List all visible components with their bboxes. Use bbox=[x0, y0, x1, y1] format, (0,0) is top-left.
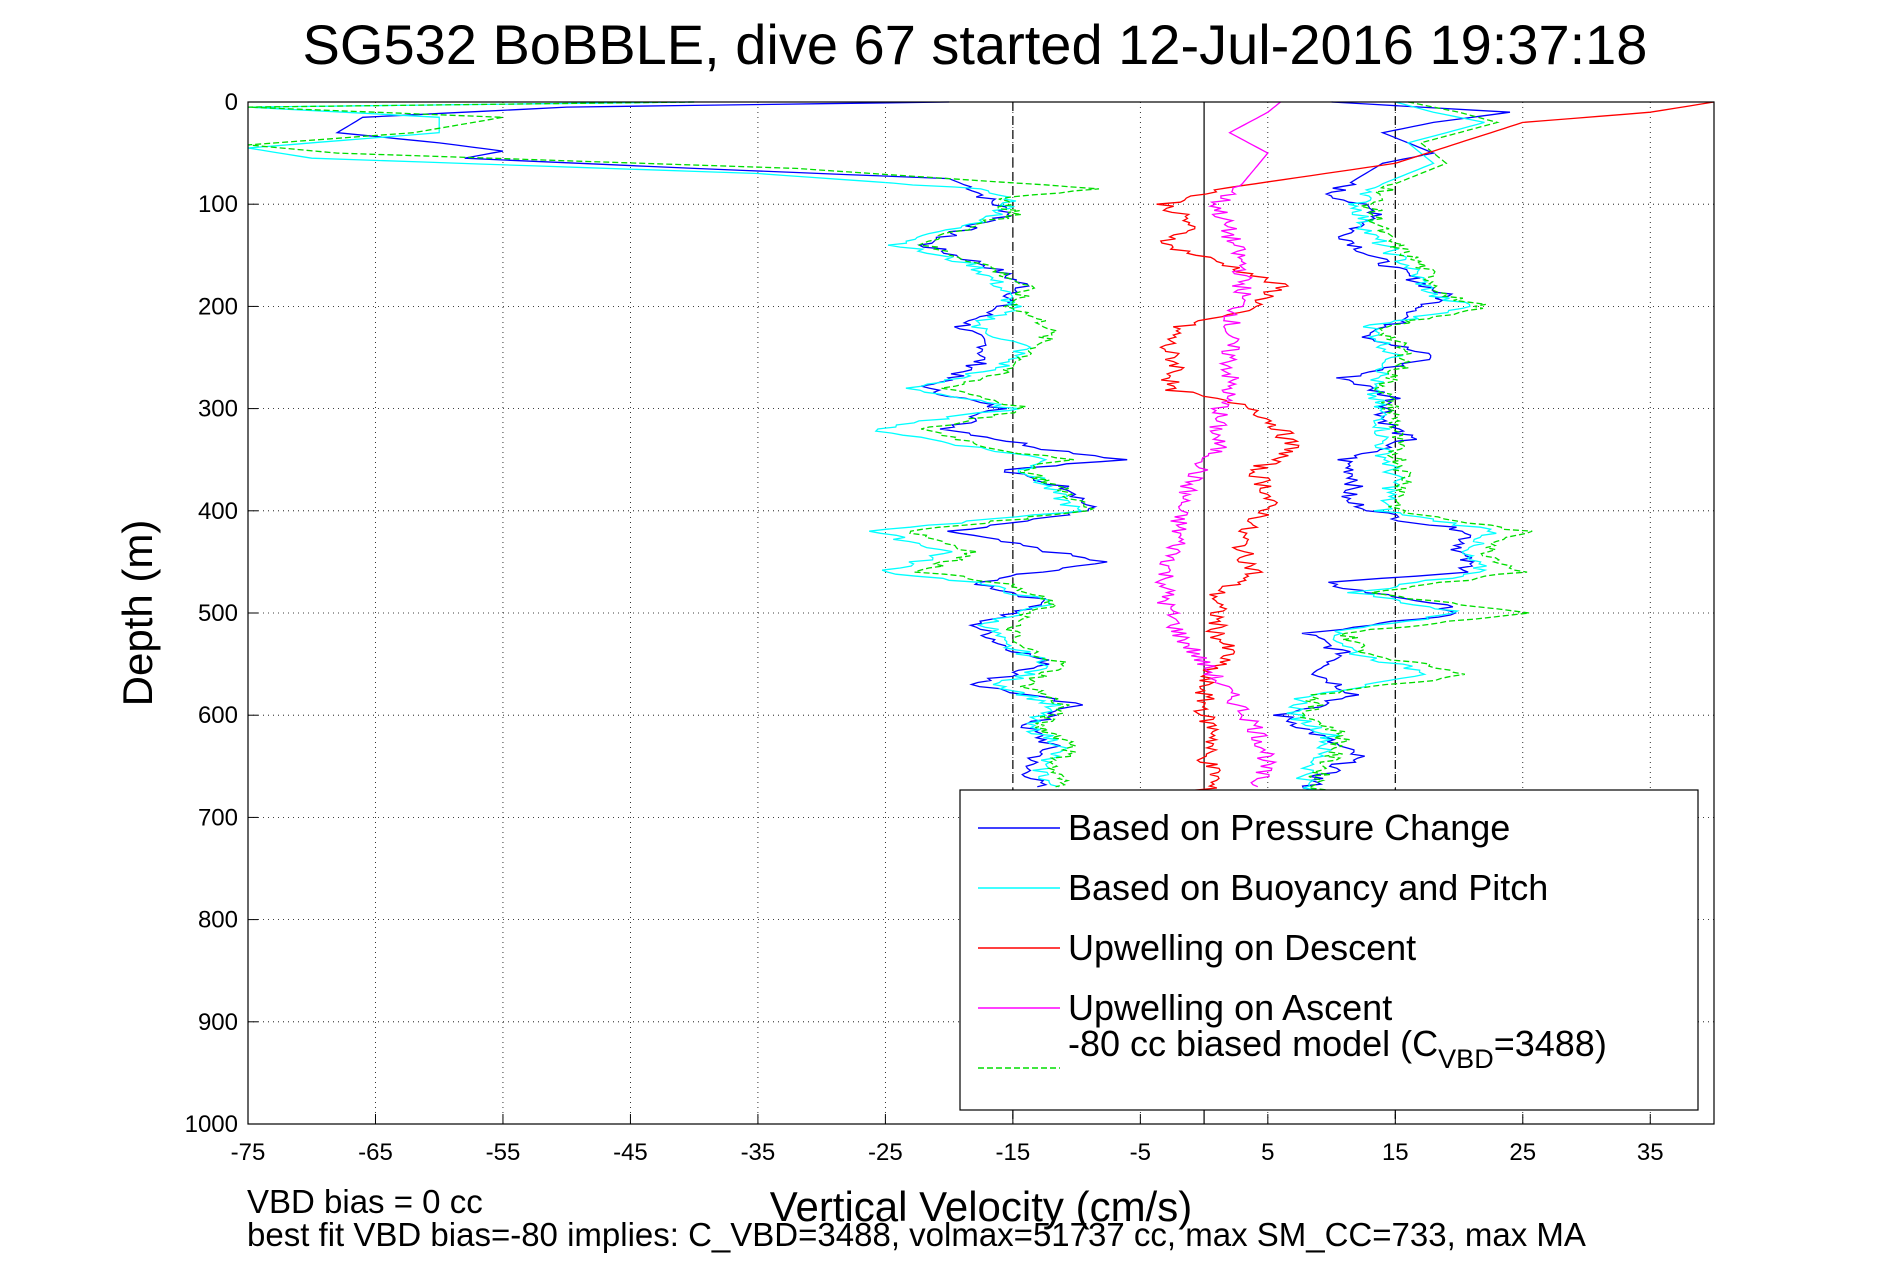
x-tick-label: 15 bbox=[1382, 1139, 1409, 1166]
series-line bbox=[247, 101, 1100, 788]
series-line bbox=[1297, 101, 1533, 793]
legend-label: Upwelling on Ascent bbox=[1068, 987, 1392, 1028]
series-line bbox=[1156, 101, 1715, 793]
series-line bbox=[1154, 101, 1281, 788]
legend-label: -80 cc biased model (CVBD=3488) bbox=[1068, 1023, 1607, 1074]
series-line bbox=[247, 101, 1084, 788]
x-tick-label: -65 bbox=[358, 1139, 393, 1166]
y-tick-label: 700 bbox=[198, 804, 238, 831]
series-line bbox=[1286, 101, 1497, 793]
series-line bbox=[1273, 101, 1511, 793]
x-axis-label: Vertical Velocity (cm/s) bbox=[770, 1183, 1192, 1230]
y-tick-label: 1000 bbox=[185, 1111, 238, 1138]
y-tick-label: 900 bbox=[198, 1009, 238, 1036]
x-tick-label: -25 bbox=[868, 1139, 903, 1166]
legend: Based on Pressure Change Based on Buoyanc… bbox=[959, 789, 1699, 1111]
x-tick-label: 35 bbox=[1637, 1139, 1664, 1166]
legend-label: Based on Pressure Change bbox=[1068, 807, 1510, 848]
y-tick-label: 0 bbox=[225, 89, 238, 116]
x-tick-label: -15 bbox=[996, 1139, 1031, 1166]
x-tick-label: 25 bbox=[1509, 1139, 1536, 1166]
x-tick-label: -55 bbox=[486, 1139, 521, 1166]
footer-vbd-bias: VBD bias = 0 cc bbox=[247, 1183, 483, 1220]
x-tick-label: 5 bbox=[1261, 1139, 1274, 1166]
legend-label: Based on Buoyancy and Pitch bbox=[1068, 867, 1548, 908]
series-group bbox=[247, 101, 1715, 793]
y-tick-label: 200 bbox=[198, 293, 238, 320]
y-tick-label: 400 bbox=[198, 498, 238, 525]
legend-frame bbox=[959, 789, 1699, 1111]
y-axis-ticks: 0 100 200 300 400 500 600 700 800 900 1000 bbox=[185, 89, 258, 1138]
y-tick-label: 600 bbox=[198, 702, 238, 729]
x-tick-label: -5 bbox=[1130, 1139, 1151, 1166]
x-tick-label: -75 bbox=[231, 1139, 266, 1166]
chart-title: SG532 BoBBLE, dive 67 started 12-Jul-201… bbox=[303, 13, 1648, 76]
x-tick-label: -45 bbox=[613, 1139, 648, 1166]
footer-best-fit: best fit VBD bias=-80 implies: C_VBD=348… bbox=[247, 1216, 1586, 1253]
x-tick-label: -35 bbox=[741, 1139, 776, 1166]
y-axis-label: Depth (m) bbox=[114, 520, 161, 707]
y-tick-label: 800 bbox=[198, 907, 238, 934]
y-tick-label: 300 bbox=[198, 396, 238, 423]
x-axis-ticks: -75 -65 -55 -45 -35 -25 -15 -5 5 15 25 35 bbox=[231, 1114, 1664, 1166]
y-tick-label: 100 bbox=[198, 191, 238, 218]
y-tick-label: 500 bbox=[198, 600, 238, 627]
legend-label: Upwelling on Descent bbox=[1068, 927, 1416, 968]
